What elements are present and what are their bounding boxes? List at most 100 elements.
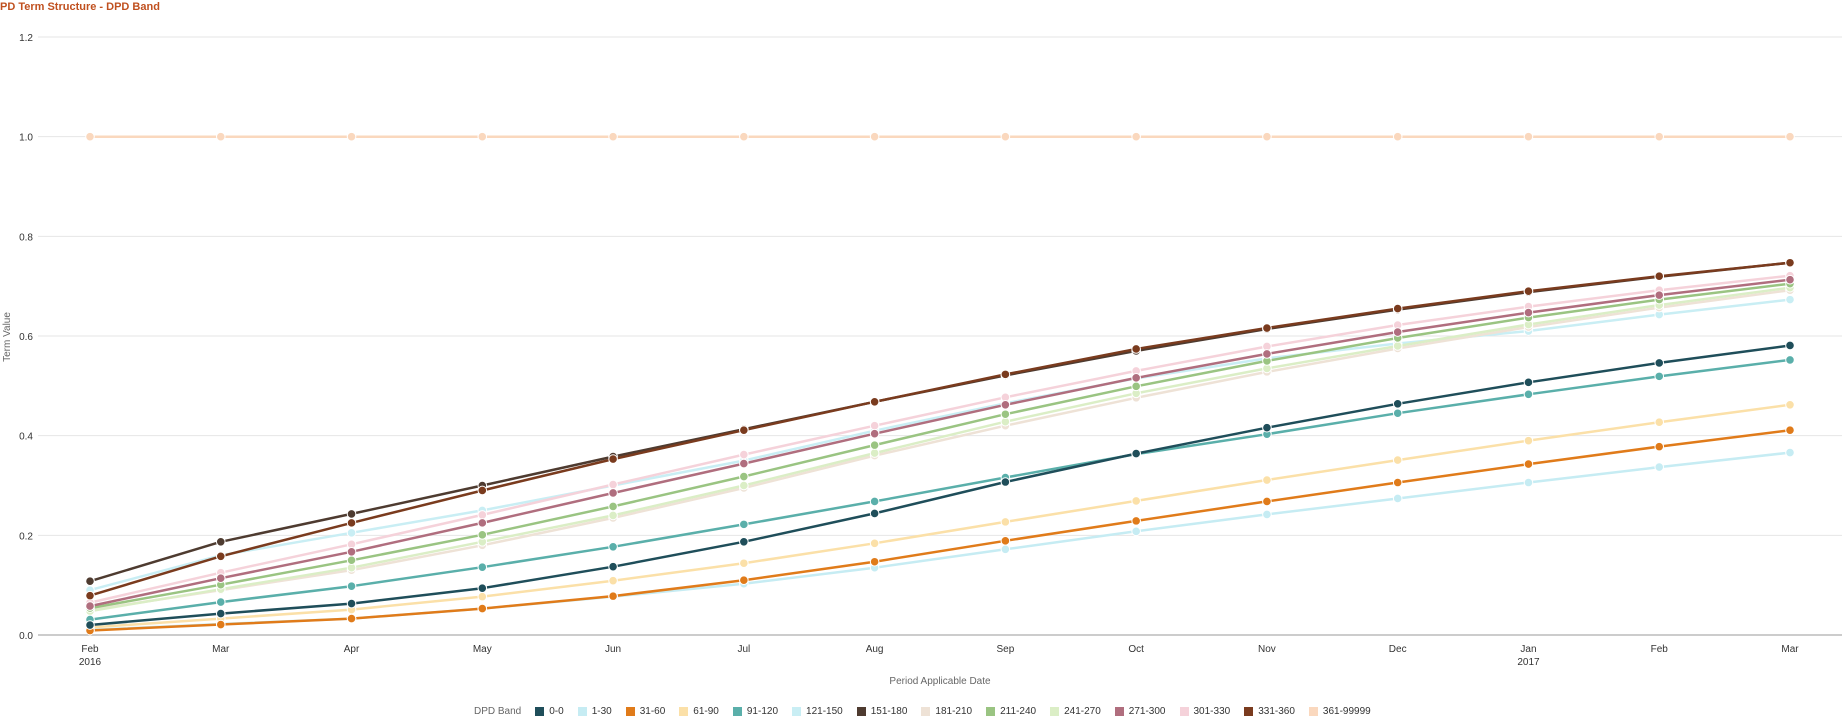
legend-item-181-210[interactable]: 181-210 (921, 706, 972, 717)
data-point-91-120[interactable] (1523, 389, 1534, 400)
data-point-331-360[interactable] (85, 590, 95, 601)
data-point-361-99999[interactable] (1392, 131, 1403, 142)
data-point-1-30[interactable] (1262, 509, 1272, 520)
data-point-211-240[interactable] (608, 501, 618, 512)
data-point-61-90[interactable] (1000, 517, 1011, 527)
data-point-61-90[interactable] (1262, 475, 1272, 485)
data-point-61-90[interactable] (1131, 496, 1141, 506)
data-point-331-360[interactable] (1131, 344, 1141, 354)
data-point-331-360[interactable] (215, 551, 226, 562)
data-point-271-300[interactable] (346, 546, 357, 557)
data-point-31-60[interactable] (739, 575, 749, 585)
data-point-0-0[interactable] (1131, 448, 1141, 459)
data-point-61-90[interactable] (477, 591, 488, 602)
data-point-31-60[interactable] (346, 613, 357, 624)
data-point-31-60[interactable] (477, 603, 488, 614)
data-point-241-270[interactable] (1392, 341, 1403, 351)
legend-item-61-90[interactable]: 61-90 (679, 706, 719, 717)
data-point-271-300[interactable] (739, 458, 749, 469)
data-point-331-360[interactable] (346, 518, 357, 528)
data-point-301-330[interactable] (477, 510, 488, 520)
data-point-361-99999[interactable] (215, 131, 226, 142)
data-point-361-99999[interactable] (1262, 131, 1272, 142)
data-point-301-330[interactable] (608, 479, 618, 490)
data-point-361-99999[interactable] (1131, 131, 1141, 142)
data-point-0-0[interactable] (477, 583, 488, 593)
data-point-301-330[interactable] (869, 420, 880, 431)
data-point-271-300[interactable] (1000, 399, 1011, 410)
data-point-271-300[interactable] (215, 573, 226, 583)
data-point-1-30[interactable] (1131, 526, 1141, 537)
data-point-61-90[interactable] (869, 538, 880, 549)
data-point-0-0[interactable] (1654, 358, 1665, 368)
data-point-0-0[interactable] (215, 608, 226, 619)
legend-item-241-270[interactable]: 241-270 (1050, 706, 1101, 717)
data-point-61-90[interactable] (1654, 417, 1665, 428)
data-point-331-360[interactable] (608, 454, 618, 464)
data-point-271-300[interactable] (1523, 307, 1534, 318)
data-point-271-300[interactable] (1392, 327, 1403, 337)
legend-item-91-120[interactable]: 91-120 (732, 706, 778, 717)
data-point-151-180[interactable] (85, 576, 95, 586)
data-point-331-360[interactable] (1785, 257, 1795, 268)
data-point-331-360[interactable] (1654, 271, 1665, 282)
data-point-241-270[interactable] (869, 448, 880, 458)
data-point-331-360[interactable] (1000, 369, 1011, 380)
data-point-331-360[interactable] (477, 485, 488, 496)
data-point-0-0[interactable] (869, 508, 880, 519)
data-point-61-90[interactable] (608, 575, 618, 586)
data-point-31-60[interactable] (215, 619, 226, 630)
legend-item-361-99999[interactable]: 361-99999 (1308, 706, 1371, 717)
data-point-331-360[interactable] (869, 396, 880, 407)
data-point-91-120[interactable] (215, 597, 226, 607)
data-point-0-0[interactable] (346, 598, 357, 609)
data-point-61-90[interactable] (739, 558, 749, 569)
data-point-271-300[interactable] (1262, 349, 1272, 359)
data-point-361-99999[interactable] (85, 131, 95, 142)
data-point-211-240[interactable] (477, 530, 488, 540)
data-point-91-120[interactable] (869, 496, 880, 507)
data-point-151-180[interactable] (215, 537, 226, 547)
data-point-211-240[interactable] (1131, 381, 1141, 392)
data-point-0-0[interactable] (1523, 377, 1534, 388)
data-point-211-240[interactable] (739, 471, 749, 482)
data-point-0-0[interactable] (1785, 340, 1795, 351)
data-point-0-0[interactable] (1000, 477, 1011, 487)
data-point-271-300[interactable] (608, 488, 618, 498)
data-point-0-0[interactable] (608, 561, 618, 572)
data-point-31-60[interactable] (1654, 441, 1665, 452)
data-point-361-99999[interactable] (1523, 131, 1534, 142)
data-point-61-90[interactable] (1785, 399, 1795, 410)
data-point-0-0[interactable] (1392, 398, 1403, 409)
data-point-241-270[interactable] (739, 480, 749, 491)
data-point-1-30[interactable] (1000, 544, 1011, 555)
legend-item-271-300[interactable]: 271-300 (1114, 706, 1166, 717)
data-point-91-120[interactable] (1654, 371, 1665, 382)
data-point-271-300[interactable] (85, 601, 95, 611)
data-point-121-150[interactable] (1785, 294, 1795, 305)
data-point-0-0[interactable] (85, 620, 95, 630)
data-point-361-99999[interactable] (346, 131, 357, 142)
data-point-61-90[interactable] (1523, 435, 1534, 446)
data-point-31-60[interactable] (608, 591, 618, 601)
data-point-61-90[interactable] (1392, 455, 1403, 465)
data-point-331-360[interactable] (1262, 323, 1272, 333)
legend-item-211-240[interactable]: 211-240 (986, 706, 1036, 717)
data-point-1-30[interactable] (1392, 493, 1403, 504)
legend-item-121-150[interactable]: 121-150 (792, 706, 843, 717)
data-point-271-300[interactable] (1131, 373, 1141, 383)
data-point-31-60[interactable] (1131, 516, 1141, 526)
data-point-31-60[interactable] (1785, 425, 1795, 435)
data-point-361-99999[interactable] (608, 131, 618, 142)
data-point-31-60[interactable] (869, 556, 880, 567)
data-point-91-120[interactable] (477, 562, 488, 573)
legend-item-0-0[interactable]: 0-0 (535, 706, 564, 717)
data-point-271-300[interactable] (477, 518, 488, 528)
data-point-361-99999[interactable] (1785, 131, 1795, 142)
legend-item-31-60[interactable]: 31-60 (625, 706, 665, 717)
data-point-211-240[interactable] (346, 555, 357, 566)
data-point-331-360[interactable] (1392, 303, 1403, 314)
data-point-271-300[interactable] (869, 428, 880, 439)
data-point-31-60[interactable] (1523, 459, 1534, 469)
legend-item-301-330[interactable]: 301-330 (1179, 706, 1230, 717)
